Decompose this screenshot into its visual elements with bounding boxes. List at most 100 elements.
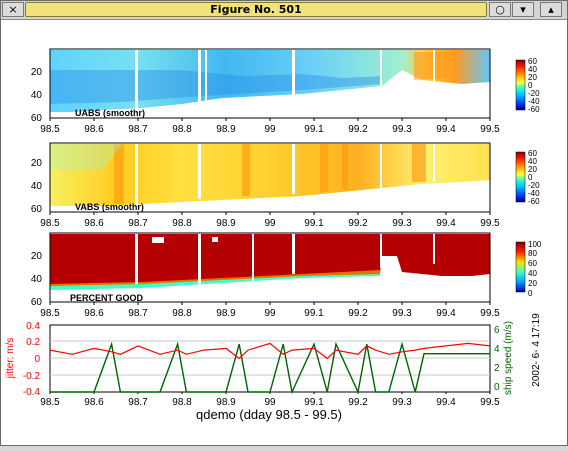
x-tick-label: 98.8 — [172, 218, 192, 229]
x-tick-label: 99.1 — [304, 218, 324, 229]
x-tick-label: 98.8 — [172, 397, 192, 408]
svg-text:0.2: 0.2 — [26, 337, 40, 348]
x-tick-label: 99.2 — [348, 308, 368, 319]
vabs-label: VABS (smoothr) — [75, 202, 144, 212]
svg-text:0: 0 — [528, 173, 533, 182]
circle-button[interactable]: ○ — [489, 2, 511, 17]
x-tick-label: 99 — [264, 397, 276, 408]
svg-text:20: 20 — [528, 279, 537, 288]
svg-text:0: 0 — [34, 354, 40, 365]
x-tick-label: 98.5 — [40, 124, 60, 135]
svg-text:20: 20 — [31, 251, 43, 262]
x-tick-label: 99.1 — [304, 397, 324, 408]
colorbar-vabs: 60 40 20 0 -20 -40 -60 — [515, 149, 540, 206]
x-tick-label: 99.2 — [348, 124, 368, 135]
svg-text:-60: -60 — [528, 105, 540, 114]
svg-text:0: 0 — [528, 289, 533, 298]
vabs-panel: VABS (smoothr) — [49, 142, 491, 213]
x-tick-label: 98.6 — [84, 124, 104, 135]
svg-text:40: 40 — [528, 65, 537, 74]
uabs-panel: UABS (smoothr) — [49, 48, 491, 119]
x-tick-label: 98.7 — [128, 308, 148, 319]
x-tick-label: 98.9 — [216, 218, 236, 229]
svg-text:-40: -40 — [528, 97, 540, 106]
x-tick-label: 99.3 — [392, 218, 412, 229]
x-tick-label: 99.1 — [304, 308, 324, 319]
x-tick-label: 98.6 — [84, 397, 104, 408]
bottom-gridlines — [50, 340, 490, 376]
svg-text:80: 80 — [528, 249, 537, 258]
svg-text:60: 60 — [528, 57, 537, 66]
svg-text:60: 60 — [31, 204, 43, 215]
svg-text:40: 40 — [528, 157, 537, 166]
jitter-axis-ticks: 0.4 0.2 0 -0.2 -0.4 — [23, 321, 41, 398]
bottom-panel: 0.4 0.2 0 -0.2 -0.4 6 4 2 0 jitter: m/s … — [5, 313, 542, 422]
svg-text:60: 60 — [31, 297, 43, 308]
svg-text:2: 2 — [494, 363, 500, 374]
x-tick-label: 99.4 — [436, 218, 456, 229]
jitter-series-line — [49, 342, 491, 360]
x-tick-label: 99.2 — [348, 397, 368, 408]
x-tick-label: 98.7 — [128, 218, 148, 229]
x-axis-label: qdemo (dday 98.5 - 99.5) — [196, 407, 342, 422]
svg-text:60: 60 — [528, 259, 537, 268]
x-tick-label: 98.7 — [128, 397, 148, 408]
speed-series-line — [50, 341, 490, 395]
depth-ticks: 20 40 60 20 40 60 20 40 60 — [31, 67, 43, 308]
svg-text:40: 40 — [528, 269, 537, 278]
x-tick-label: 99.2 — [348, 218, 368, 229]
colorbar-uabs: 60 40 20 0 -20 -40 -60 — [515, 57, 540, 114]
maximize-button[interactable]: ▴ — [540, 2, 562, 17]
svg-text:0: 0 — [528, 81, 533, 90]
x-tick-label: 99.1 — [304, 124, 324, 135]
svg-text:60: 60 — [31, 113, 43, 124]
jitter-axis-label: jitter: m/s — [5, 338, 16, 380]
svg-text:20: 20 — [528, 73, 537, 82]
colorbar-pg: 100 80 60 40 20 0 — [515, 240, 542, 298]
x-tick-labels: 98.5 98.6 98.7 98.8 98.9 99 99.1 99.2 99.3 99.4 99… — [40, 118, 500, 408]
figure-canvas: UABS (smoothr) — [2, 20, 568, 446]
close-button[interactable]: × — [2, 2, 24, 17]
speed-axis-ticks: 6 4 2 0 — [494, 325, 500, 393]
svg-text:100: 100 — [528, 240, 542, 249]
x-tick-label: 98.9 — [216, 397, 236, 408]
x-tick-label: 99 — [264, 218, 276, 229]
x-tick-label: 98.5 — [40, 218, 60, 229]
uabs-label: UABS (smoothr) — [75, 108, 145, 118]
uabs-gaps — [135, 50, 435, 112]
x-tick-label: 98.5 — [40, 397, 60, 408]
x-tick-label: 98.8 — [172, 124, 192, 135]
x-tick-label: 99.3 — [392, 397, 412, 408]
svg-text:60: 60 — [528, 149, 537, 158]
speed-axis-label: ship speed (m/s) — [503, 321, 514, 395]
x-tick-label: 98.5 — [40, 308, 60, 319]
x-tick-label: 99.4 — [436, 124, 456, 135]
svg-text:0.4: 0.4 — [26, 321, 40, 332]
svg-text:0: 0 — [494, 382, 500, 393]
svg-text:20: 20 — [31, 158, 43, 169]
x-tick-label: 99 — [264, 308, 276, 319]
svg-text:4: 4 — [494, 344, 500, 355]
x-tick-label: 99.5 — [480, 124, 500, 135]
x-tick-label: 99.3 — [392, 124, 412, 135]
svg-text:40: 40 — [31, 274, 43, 285]
figure-svg: UABS (smoothr) — [5, 48, 542, 422]
x-tick-label: 98.9 — [216, 308, 236, 319]
x-tick-label: 99.5 — [480, 397, 500, 408]
svg-text:-20: -20 — [528, 181, 540, 190]
x-tick-label: 99 — [264, 124, 276, 135]
svg-text:6: 6 — [494, 325, 500, 336]
window-title: Figure No. 501 — [25, 2, 487, 17]
svg-text:40: 40 — [31, 90, 43, 101]
x-tick-label: 98.6 — [84, 218, 104, 229]
timestamp: 2002- 6- 4 17:19 — [531, 313, 542, 387]
minimize-button[interactable]: ▾ — [512, 2, 534, 17]
svg-text:40: 40 — [31, 181, 43, 192]
x-tick-label: 99.5 — [480, 218, 500, 229]
svg-text:-20: -20 — [528, 89, 540, 98]
x-tick-label: 98.8 — [172, 308, 192, 319]
x-tick-label: 99.3 — [392, 308, 412, 319]
svg-text:-0.2: -0.2 — [23, 371, 41, 382]
x-tick-label: 99.5 — [480, 308, 500, 319]
